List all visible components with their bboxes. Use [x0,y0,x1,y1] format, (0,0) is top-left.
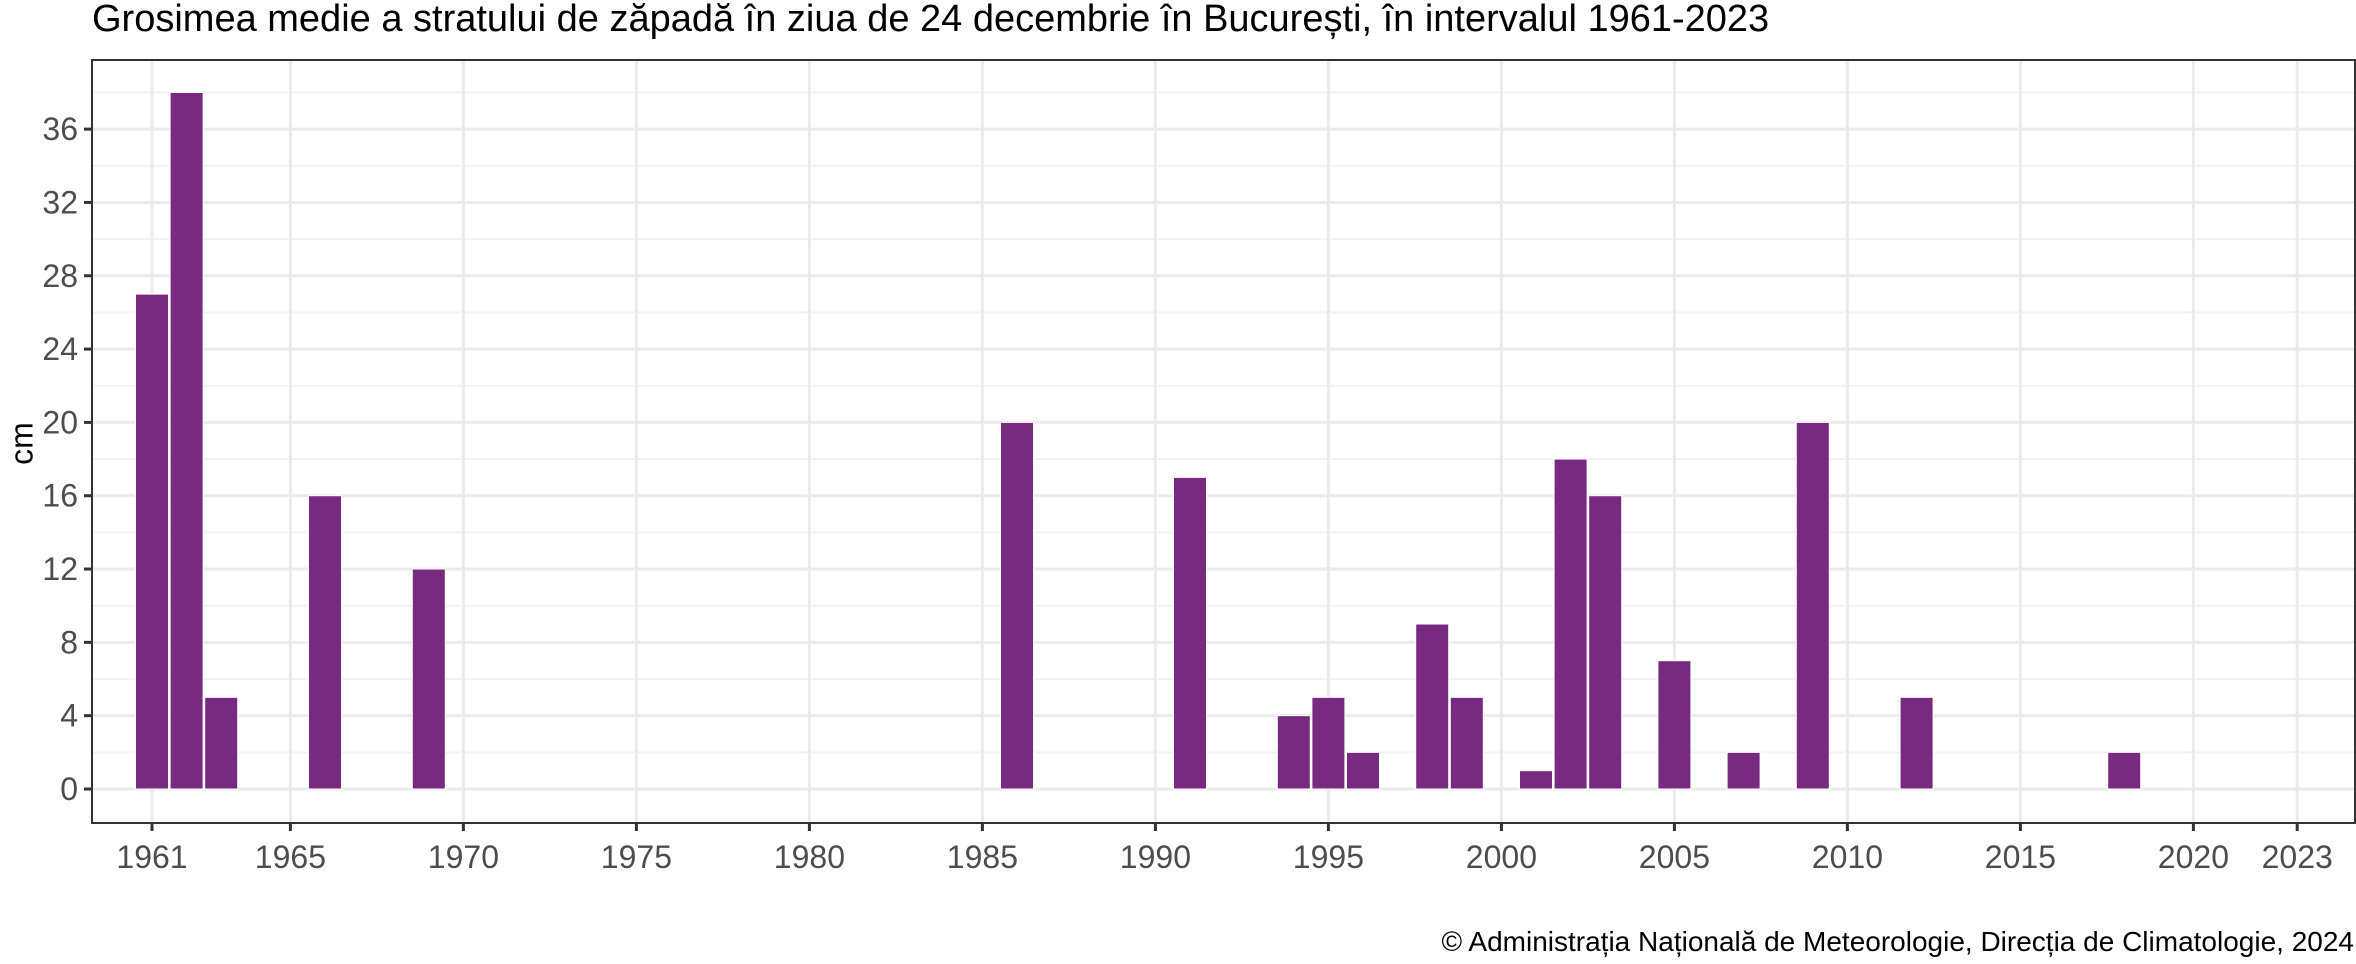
bar-1999 [1449,696,1484,790]
bar-1963 [204,696,239,790]
y-tick-label: 36 [42,111,78,147]
bar-1996 [1346,751,1380,790]
y-tick-label: 4 [60,698,78,734]
minor-gridlines [92,91,2355,754]
x-tick-label: 2000 [1466,839,1537,875]
bar-2002 [1553,458,1588,790]
y-tick-label: 24 [42,331,78,367]
bar-1991 [1173,476,1207,790]
y-axis: 0 4 8 12 16 20 24 28 32 36 [42,111,92,807]
x-tick-label: 1980 [774,839,845,875]
bar-1961 [135,293,169,790]
x-axis: 1961 1965 1970 1975 1980 1985 1990 1995 2000 2005… [116,823,2333,875]
x-tick-label: 1961 [116,839,187,875]
bar-2009 [1795,421,1830,790]
plot-panel-border [91,59,2356,824]
bar-2012 [1899,696,1934,790]
x-tick-label: 1970 [428,839,499,875]
bar-1995 [1311,696,1346,790]
bar-2005 [1657,660,1692,790]
y-tick-label: 0 [60,771,78,807]
x-tick-label: 2005 [1639,839,1710,875]
bars [135,91,2142,790]
bar-1969 [411,568,446,790]
x-tick-label: 1990 [1120,839,1191,875]
y-tick-label: 12 [42,551,78,587]
bar-2003 [1588,495,1623,790]
y-tick-label: 32 [42,184,78,220]
bar-1966 [308,495,342,790]
y-tick-label: 8 [60,624,78,660]
x-tick-label: 1965 [255,839,326,875]
x-tick-label: 2020 [2158,839,2229,875]
bar-2007 [1726,751,1761,790]
x-tick-label: 1975 [601,839,672,875]
y-tick-label: 16 [42,478,78,514]
y-tick-label: 20 [42,404,78,440]
bar-2018 [2107,751,2142,790]
bar-1962 [169,91,204,790]
bar-1986 [1000,421,1034,790]
x-tick-label: 2010 [1812,839,1883,875]
major-gridlines [92,60,2355,823]
y-tick-label: 28 [42,258,78,294]
bar-1994 [1276,715,1311,790]
chart-title: Grosimea medie a stratului de zăpadă în … [92,0,1770,40]
copyright-caption: © Administrația Națională de Meteorologi… [1441,926,2354,957]
x-tick-label: 1985 [947,839,1018,875]
x-tick-label: 2023 [2262,839,2333,875]
x-tick-label: 1995 [1293,839,1364,875]
bar-1998 [1415,623,1450,790]
x-tick-label: 2015 [1985,839,2056,875]
bar-2001 [1519,770,1553,790]
